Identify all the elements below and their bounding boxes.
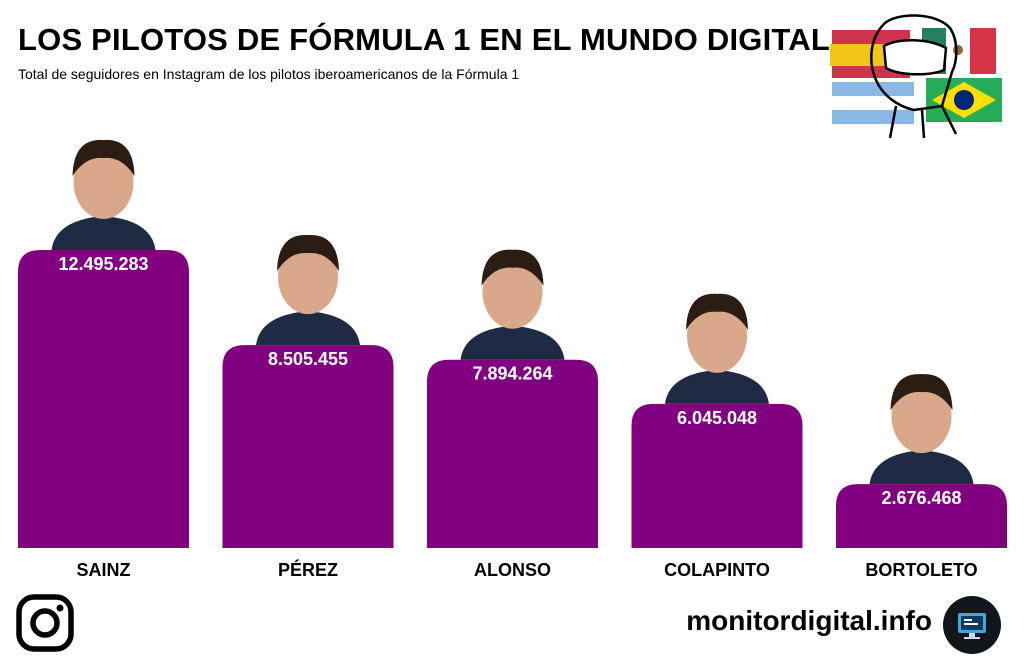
bar-value-label: 6.045.048 [677,408,757,428]
category-label: BORTOLETO [865,560,977,580]
driver-portrait-icon [869,374,974,485]
driver-portrait-icon [460,249,565,360]
brand-badge[interactable] [943,596,1001,654]
category-label: ALONSO [474,560,551,580]
bar-value-label: 7.894.264 [472,364,552,384]
bar-colapinto [631,403,803,548]
instagram-icon[interactable] [16,594,74,652]
bar-pérez [222,345,394,548]
chart-title: LOS PILOTOS DE FÓRMULA 1 EN EL MUNDO DIG… [18,22,830,57]
chart-subtitle: Total de seguidores en Instagram de los … [18,66,520,82]
bar-value-label: 12.495.283 [58,254,148,274]
driver-portrait-icon [51,139,156,250]
category-label: COLAPINTO [664,560,770,580]
helmet-flags-icon [830,14,1002,139]
driver-portrait-icon [665,293,769,404]
category-label: PÉREZ [278,559,338,580]
bar-value-label: 2.676.468 [881,488,961,508]
bar-sainz [18,250,189,548]
bar-alonso [427,359,598,548]
brand-name[interactable]: monitordigital.info [686,605,932,636]
bar-value-label: 8.505.455 [268,349,348,369]
driver-portrait-icon [256,235,360,346]
bar-bortoleto [836,484,1007,548]
category-label: SAINZ [77,560,131,580]
monitor-icon [958,613,986,639]
